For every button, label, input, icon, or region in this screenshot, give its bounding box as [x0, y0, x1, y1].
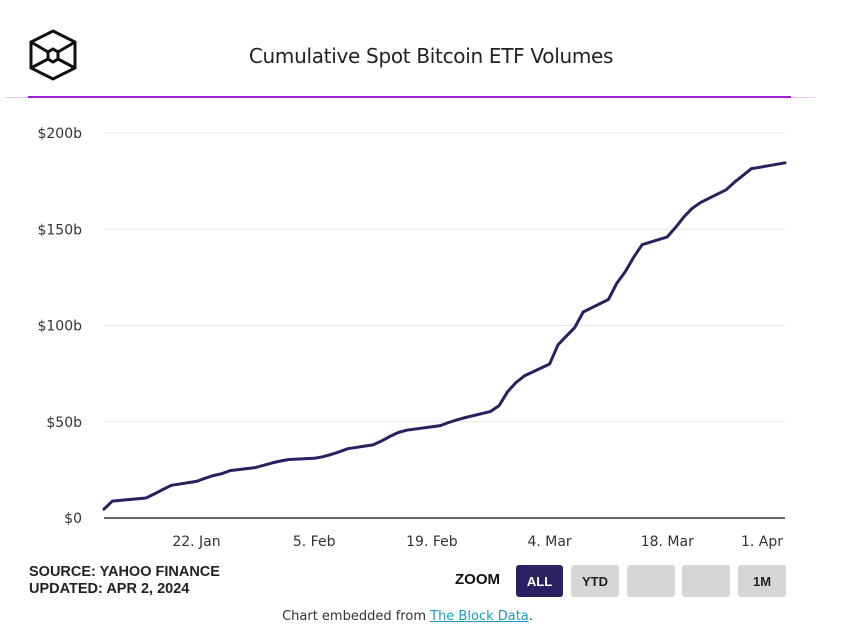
source-note: SOURCE: YAHOO FINANCE UPDATED: APR 2, 20… [29, 564, 220, 598]
gridlines [104, 132, 785, 423]
y-tick-label: $200b [37, 126, 82, 142]
embed-credit: Chart embedded from The Block Data. [0, 609, 815, 624]
x-tick-label: 18. Mar [641, 534, 694, 550]
x-tick-label: 1. Apr [741, 534, 783, 550]
zoom-ytd-button[interactable]: YTD [571, 565, 619, 597]
line-chart: $0 $50b $100b $150b $200b 22. Jan 5. Feb 19. F… [37, 126, 787, 550]
the-block-data-link[interactable]: The Block Data [430, 609, 529, 624]
chart-container: Cumulative Spot Bitcoin ETF Volumes $0 $5… [0, 29, 815, 624]
zoom-1m-button[interactable]: 1M [738, 565, 786, 597]
updated-line: UPDATED: APR 2, 2024 [29, 581, 190, 597]
chart-title: Cumulative Spot Bitcoin ETF Volumes [248, 44, 614, 68]
the-block-logo-icon [29, 29, 77, 81]
x-axis-labels: 22. Jan 5. Feb 19. Feb 4. Mar 18. Mar 1. Apr [172, 534, 783, 550]
y-tick-label: $0 [64, 511, 82, 527]
source-line: SOURCE: YAHOO FINANCE [29, 564, 220, 580]
x-tick-label: 19. Feb [406, 534, 458, 550]
zoom-blank-button-2[interactable] [682, 565, 730, 597]
x-tick-label: 22. Jan [172, 534, 220, 550]
x-tick-label: 4. Mar [527, 534, 571, 550]
series-line-cumulative-volume[interactable] [102, 161, 787, 511]
zoom-all-button[interactable]: ALL [516, 565, 563, 597]
y-axis-labels: $0 $50b $100b $150b $200b [37, 126, 82, 527]
zoom-blank-button-1[interactable] [627, 565, 675, 597]
y-tick-label: $50b [46, 415, 82, 431]
title-divider [28, 96, 791, 98]
zoom-label: ZOOM [455, 571, 500, 588]
y-tick-label: $100b [37, 319, 82, 335]
x-tick-label: 5. Feb [293, 534, 336, 550]
y-tick-label: $150b [37, 222, 82, 238]
embed-prefix: Chart embedded from [282, 609, 431, 624]
embed-suffix: . [528, 609, 533, 624]
